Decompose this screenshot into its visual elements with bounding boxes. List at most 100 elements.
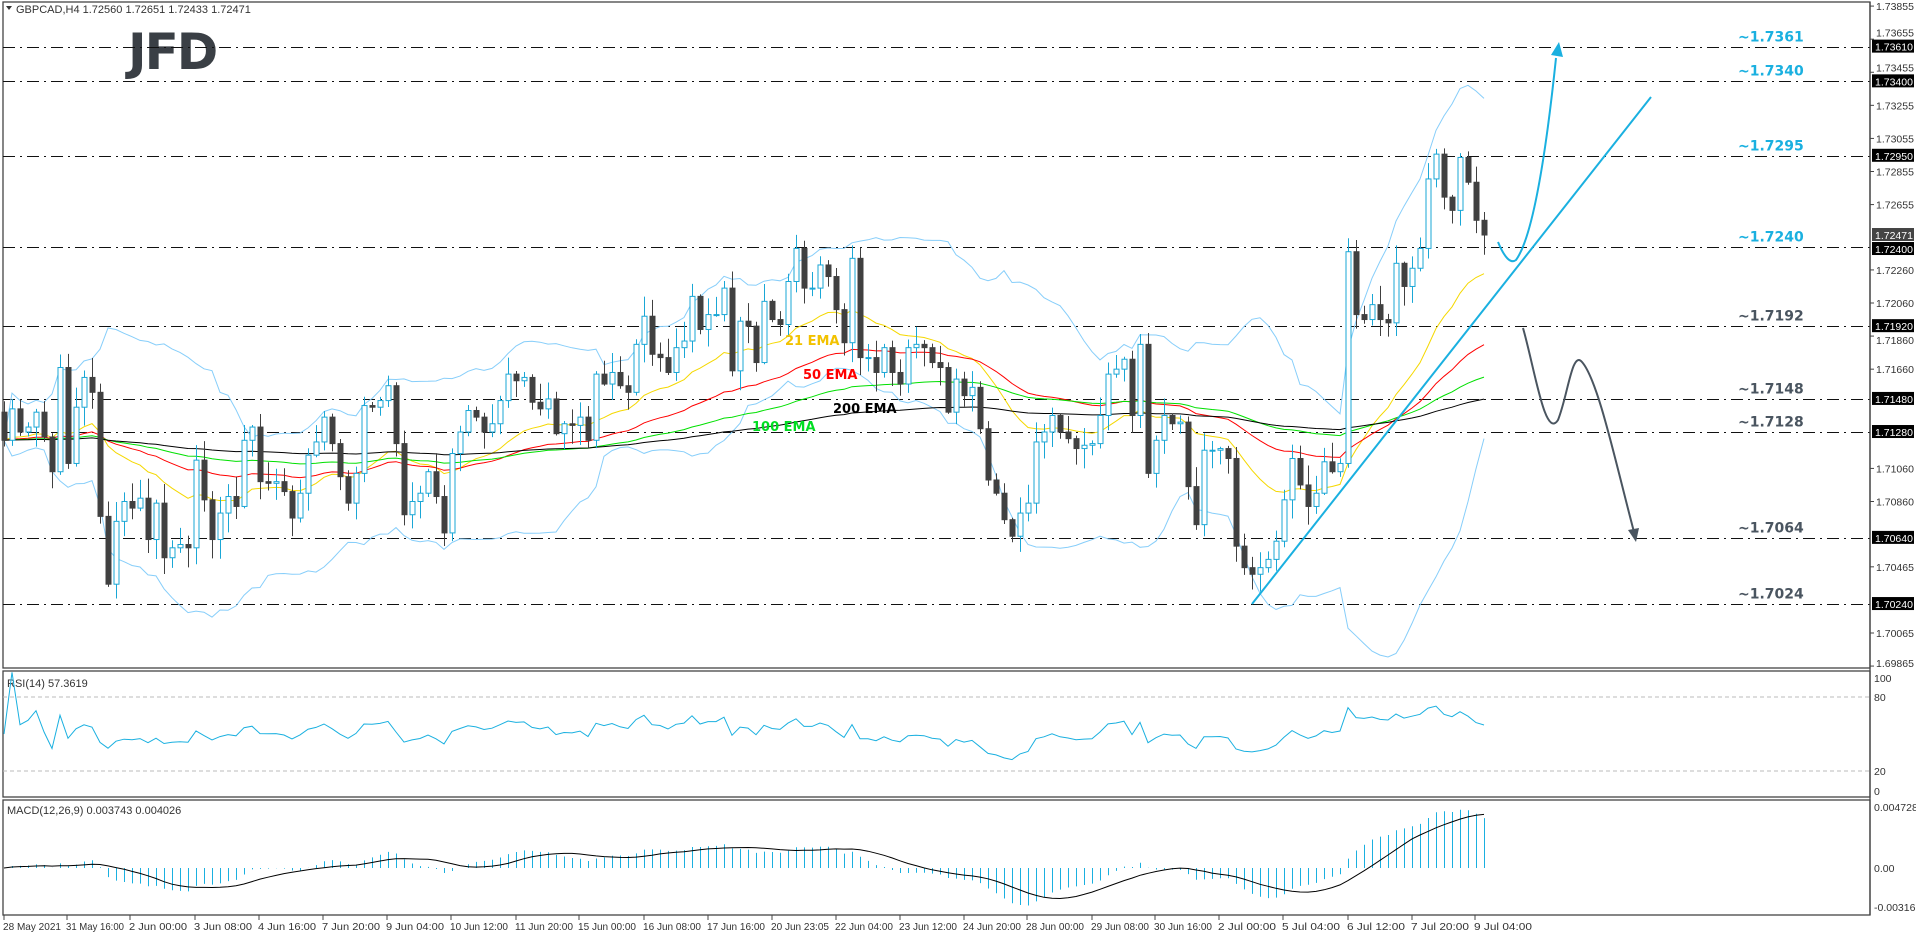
- candle: [1041, 424, 1048, 459]
- candle: [161, 483, 168, 574]
- candle-body: [633, 343, 640, 393]
- candle-body: [1097, 414, 1104, 445]
- candle: [1417, 237, 1424, 272]
- candle: [281, 468, 288, 496]
- candle: [1065, 416, 1072, 444]
- candle-body: [609, 371, 616, 385]
- candle: [521, 371, 528, 387]
- candle: [1401, 261, 1408, 306]
- candle-body: [257, 426, 264, 483]
- candle-body: [593, 373, 600, 441]
- candle-body: [17, 408, 24, 433]
- candle: [793, 234, 800, 293]
- candle-body: [745, 320, 752, 327]
- candle: [1025, 484, 1032, 522]
- candle: [1393, 245, 1400, 337]
- candle: [49, 433, 56, 489]
- candle: [409, 482, 416, 529]
- jfd-logo: JFD: [125, 23, 218, 81]
- candle-body: [673, 347, 680, 373]
- candle-body: [1201, 449, 1208, 526]
- price-tick-label: 1.71660: [1876, 364, 1914, 376]
- candle-body: [689, 295, 696, 342]
- candle: [625, 375, 632, 410]
- candle-body: [73, 406, 80, 464]
- candle: [1217, 446, 1224, 465]
- candle-body: [801, 247, 808, 289]
- level-price-box-label: 1.71280: [1875, 427, 1913, 439]
- candle: [369, 402, 376, 412]
- candle: [801, 240, 808, 304]
- candle: [209, 491, 216, 559]
- level-price-box-label: 1.72950: [1875, 151, 1913, 163]
- candle-body: [1305, 484, 1312, 507]
- price-tick-label: 1.70465: [1876, 562, 1914, 574]
- time-tick-label: 9 Jun 04:00: [386, 921, 444, 933]
- candle-body: [385, 385, 392, 402]
- candle-body: [449, 453, 456, 534]
- level-label: ~1.7128: [1738, 415, 1804, 431]
- time-tick-label: 4 Jun 16:00: [258, 921, 316, 933]
- candle: [257, 414, 264, 500]
- candle: [1241, 533, 1248, 575]
- candle-body: [1017, 512, 1024, 537]
- candle: [1089, 440, 1096, 456]
- level-price-box: [1872, 597, 1914, 611]
- candle-body: [1321, 461, 1328, 494]
- ema-200-label: 200 EMA: [833, 402, 897, 417]
- candle: [393, 382, 400, 457]
- time-tick-label: 30 Jun 16:00: [1154, 921, 1212, 933]
- candle: [1385, 313, 1392, 337]
- candle-body: [241, 439, 248, 507]
- candle: [905, 339, 912, 393]
- candle-body: [353, 472, 360, 504]
- candle: [185, 535, 192, 568]
- time-tick-label: 28 Jun 00:00: [1026, 921, 1084, 933]
- candle-body: [1121, 358, 1128, 370]
- candle: [1169, 413, 1176, 430]
- candle-body: [457, 431, 464, 455]
- candle: [1449, 194, 1456, 224]
- candle: [1193, 467, 1200, 530]
- candle: [913, 326, 920, 359]
- candle: [457, 425, 464, 472]
- candle: [1337, 458, 1344, 477]
- candle-body: [1257, 567, 1264, 575]
- candle: [705, 298, 712, 347]
- candle: [1425, 163, 1432, 259]
- candle: [1225, 445, 1232, 474]
- candle: [25, 422, 32, 437]
- candle: [1465, 151, 1472, 185]
- candle-body: [697, 295, 704, 330]
- ema-100-label: 100 EMA: [752, 420, 816, 435]
- candle: [585, 406, 592, 449]
- candle-body: [1329, 461, 1336, 473]
- candle-body: [985, 428, 992, 481]
- candle-body: [497, 400, 504, 425]
- candle-body: [1177, 421, 1184, 425]
- candle: [1113, 354, 1120, 378]
- candle: [177, 527, 184, 553]
- candle-body: [425, 471, 432, 494]
- level-price-box: [1872, 425, 1914, 439]
- candle-body: [737, 320, 744, 372]
- candle-body: [441, 496, 448, 534]
- candle-body: [329, 416, 336, 445]
- candle: [1057, 413, 1064, 439]
- candle-body: [1009, 519, 1016, 537]
- candle-body: [1193, 486, 1200, 526]
- level-price-box-label: 1.73610: [1875, 42, 1913, 54]
- candle: [1313, 475, 1320, 514]
- candle-body: [769, 300, 776, 321]
- candle: [537, 383, 544, 416]
- candle-body: [1073, 438, 1080, 450]
- candle-body: [961, 378, 968, 397]
- candle: [81, 370, 88, 426]
- level-label: ~1.7024: [1738, 587, 1804, 603]
- candle-body: [1465, 156, 1472, 183]
- candle: [481, 412, 488, 449]
- candle-body: [481, 416, 488, 433]
- candle-body: [881, 347, 888, 373]
- ema-100-line: [3, 376, 1485, 465]
